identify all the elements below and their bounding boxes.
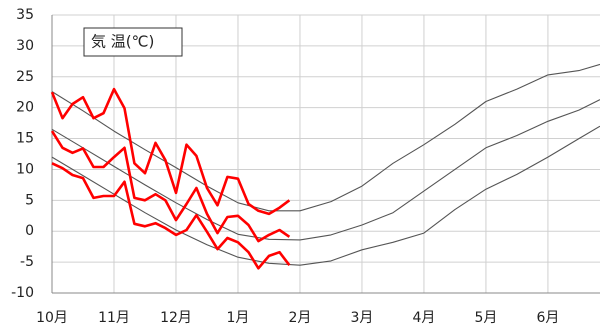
data-line <box>51 162 291 270</box>
x-tick-label: 4月 <box>412 310 435 326</box>
x-tick-label: 12月 <box>160 310 192 326</box>
x-tick-label: 11月 <box>98 310 130 326</box>
y-tick-label: 35 <box>16 7 34 23</box>
x-tick-label: 2月 <box>289 310 312 326</box>
x-tick-label: 3月 <box>350 310 373 326</box>
plot-layer: -10 -5 0 5 10 15 20 25 30 35 10月 11月 12月 1月 2月 3月 4月 5月 6月 <box>11 7 600 326</box>
y-tick-label: -5 <box>20 254 34 270</box>
y-tick-label: 30 <box>16 38 34 54</box>
chart-title: 気 温(℃) <box>91 33 154 51</box>
data-line <box>50 130 291 243</box>
y-tick-label: 10 <box>16 161 34 177</box>
y-tick-label: 15 <box>16 131 34 147</box>
x-tick-label: 6月 <box>536 310 559 326</box>
y-tick-label: 5 <box>25 192 34 208</box>
title-box <box>83 27 183 57</box>
data-line <box>51 99 600 241</box>
y-tick-label: 0 <box>25 223 34 239</box>
data-line <box>51 63 600 212</box>
y-tick-label: 20 <box>16 100 34 116</box>
x-tick-label: 5月 <box>474 310 497 326</box>
x-tick-label: 10月 <box>36 310 68 326</box>
y-tick-label: -10 <box>11 285 34 301</box>
x-tick-label: 1月 <box>227 310 250 326</box>
data-line <box>50 87 291 216</box>
y-tick-label: 25 <box>16 69 34 85</box>
data-line <box>51 125 600 266</box>
